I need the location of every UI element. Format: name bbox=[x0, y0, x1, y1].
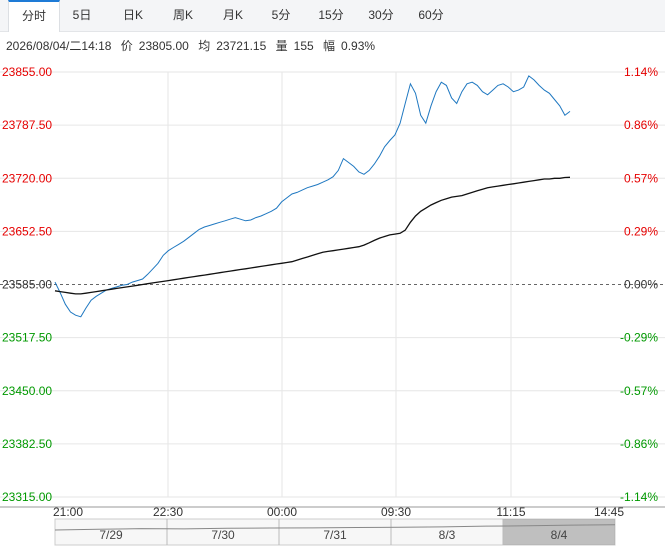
navigator-selection bbox=[503, 519, 615, 545]
price-tick-label: 23855.00 bbox=[2, 65, 52, 79]
time-tick-label: 11:15 bbox=[496, 505, 525, 519]
tab-3[interactable]: 周K bbox=[172, 8, 193, 22]
time-tick-label: 14:45 bbox=[594, 505, 624, 519]
avg-label: 均 bbox=[198, 39, 211, 53]
price-value: 23805.00 bbox=[138, 39, 189, 53]
time-tick-label: 22:30 bbox=[153, 505, 183, 519]
price-tick-label: 23450.00 bbox=[2, 384, 52, 398]
navigator-date-label: 7/30 bbox=[211, 528, 235, 542]
pct-tick-label: 0.00% bbox=[624, 278, 658, 292]
volume-label: 量 bbox=[275, 39, 288, 53]
tab-5[interactable]: 5分 bbox=[271, 8, 291, 22]
navigator-date-label: 8/3 bbox=[439, 528, 456, 542]
time-tick-label: 09:30 bbox=[381, 505, 411, 519]
quote-datetime: 2026/08/04/二14:18 bbox=[6, 39, 112, 53]
pct-tick-label: -0.86% bbox=[620, 437, 658, 451]
time-tick-label: 00:00 bbox=[267, 505, 297, 519]
price-tick-label: 23787.50 bbox=[2, 118, 52, 132]
avg-price-line bbox=[54, 176, 571, 295]
volume-value: 155 bbox=[293, 39, 314, 53]
price-label: 价 bbox=[120, 39, 133, 53]
avg-value: 23721.15 bbox=[216, 39, 267, 53]
pct-tick-label: 1.14% bbox=[624, 65, 658, 79]
tab-6[interactable]: 15分 bbox=[318, 8, 344, 22]
price-tick-label: 23720.00 bbox=[2, 171, 52, 185]
change-label: 幅 bbox=[323, 39, 336, 53]
pct-tick-label: -0.57% bbox=[620, 384, 658, 398]
price-tick-label: 23517.50 bbox=[2, 331, 52, 345]
pct-tick-label: 0.86% bbox=[624, 118, 658, 132]
change-value: 0.93% bbox=[341, 39, 376, 53]
intraday-chart: 23855.00 1.14% 23787.50 0.86% 23720.00 0.57% 2… bbox=[0, 65, 665, 546]
pct-tick-label: -0.29% bbox=[620, 331, 658, 345]
time-tick-label: 21:00 bbox=[53, 505, 83, 519]
tab-7[interactable]: 30分 bbox=[368, 8, 394, 22]
price-tick-label: 23585.00 bbox=[2, 278, 52, 292]
pct-tick-label: 0.57% bbox=[624, 171, 658, 185]
price-tick-label: 23382.50 bbox=[2, 437, 52, 451]
tab-0[interactable]: 分时 bbox=[8, 0, 60, 32]
price-tick-label: 23315.00 bbox=[2, 490, 52, 504]
period-tabs: 分时 5日 日K 周K 月K 5分 15分 30分 60分 bbox=[0, 0, 665, 32]
pct-tick-label: 0.29% bbox=[624, 224, 658, 238]
navigator-date-label: 7/29 bbox=[99, 528, 123, 542]
tab-1[interactable]: 5日 bbox=[72, 8, 92, 22]
navigator-trend bbox=[54, 524, 616, 531]
navigator-date-label: 7/31 bbox=[323, 528, 347, 542]
tab-8[interactable]: 60分 bbox=[418, 8, 444, 22]
navigator-date-label: 8/4 bbox=[551, 528, 568, 542]
tab-2[interactable]: 日K bbox=[122, 8, 143, 22]
price-tick-label: 23652.50 bbox=[2, 224, 52, 238]
tab-4[interactable]: 月K bbox=[222, 8, 243, 22]
pct-tick-label: -1.14% bbox=[620, 490, 658, 504]
price-line bbox=[54, 75, 571, 318]
